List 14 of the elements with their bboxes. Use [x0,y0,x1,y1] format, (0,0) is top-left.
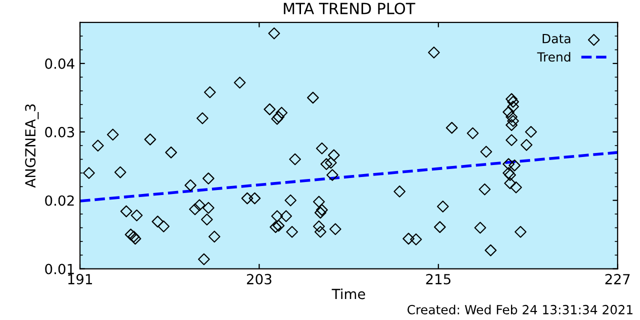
y-tick-label: 0.01 [45,264,74,274]
x-tick-label: 227 [605,274,630,284]
x-axis-title: Time [332,288,366,300]
x-tick-label: 191 [68,274,92,284]
x-tick-label: 203 [246,274,272,284]
x-tick-label: 215 [426,274,450,284]
y-axis-title: ANGZNEA_3 [25,104,39,188]
y-tick-label: 0.03 [45,126,74,138]
legend-label: Data [542,34,570,44]
text: Created: Wed Feb 24 13:31:34 2021 [408,304,632,314]
y-tick-label: 0.02 [45,195,74,206]
chart-title: MTA TREND PLOT [284,2,416,14]
y-tick-label: 0.04 [45,58,74,69]
legend-label: Trend [537,52,570,62]
